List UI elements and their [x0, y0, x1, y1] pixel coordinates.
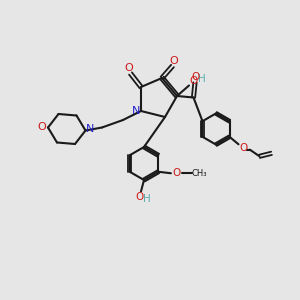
Text: O: O — [38, 122, 46, 133]
Text: O: O — [189, 76, 198, 86]
Text: H: H — [142, 194, 150, 204]
Text: N: N — [131, 106, 140, 116]
Text: O: O — [124, 63, 134, 73]
Text: O: O — [135, 192, 144, 202]
Text: N: N — [86, 124, 94, 134]
Text: O: O — [239, 143, 247, 153]
Text: CH₃: CH₃ — [192, 169, 207, 178]
Text: O: O — [191, 71, 199, 82]
Text: O: O — [169, 56, 178, 66]
Text: O: O — [173, 168, 181, 178]
Text: H: H — [198, 74, 206, 84]
